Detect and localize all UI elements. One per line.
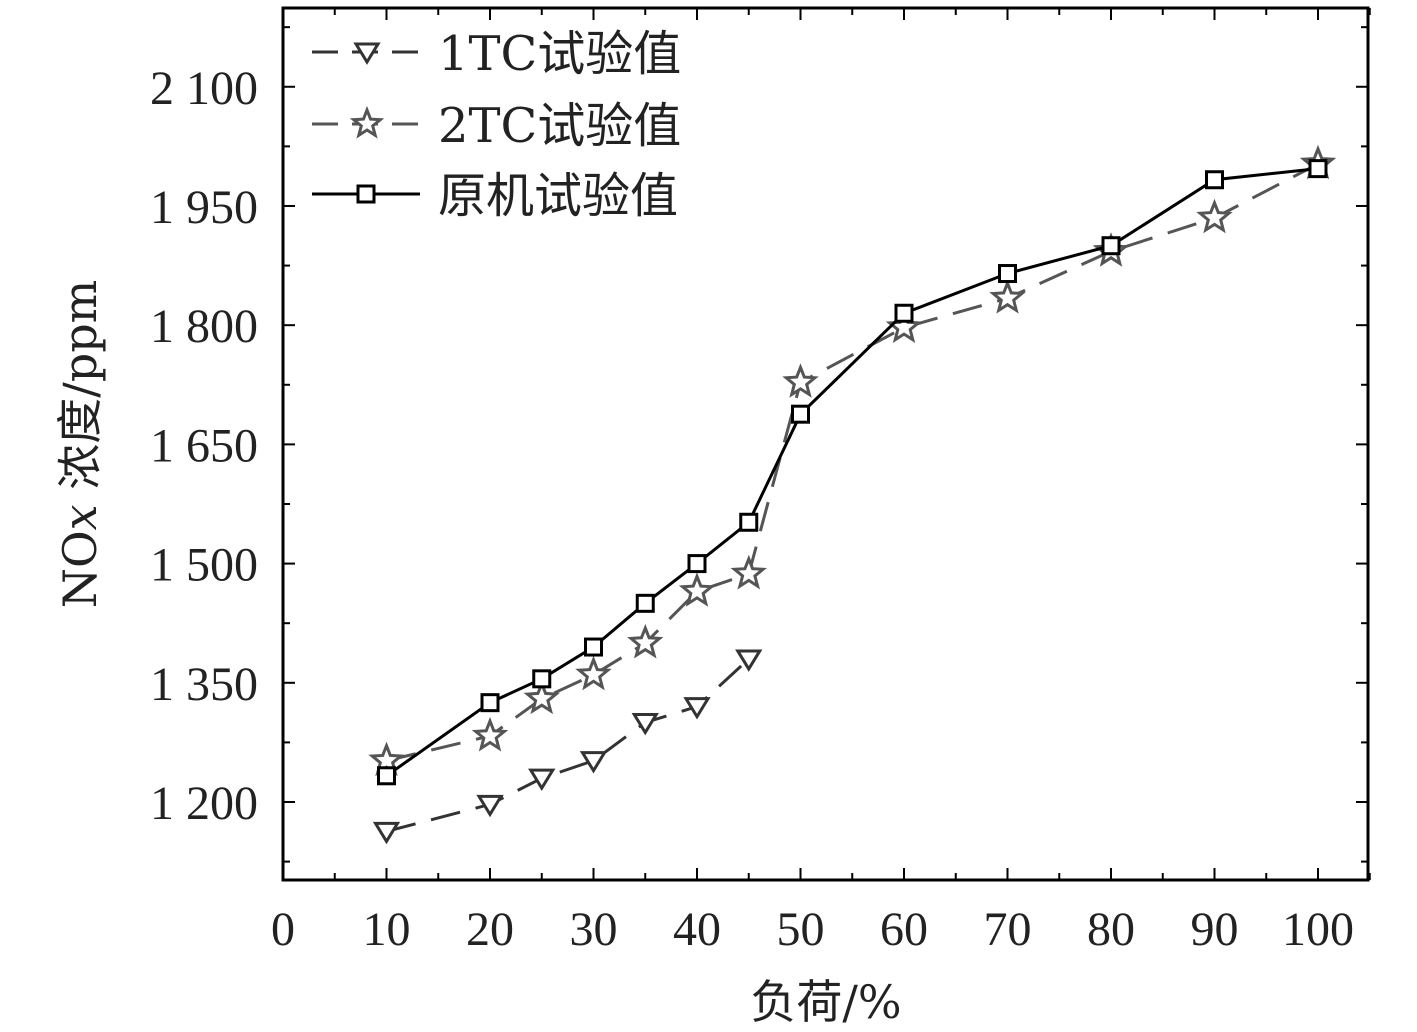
x-tick-label: 40 [673, 903, 721, 956]
series-star [368, 144, 1337, 777]
x-tick-label: 90 [1191, 903, 1239, 956]
y-tick-label: 2 100 [150, 62, 258, 115]
series-line [385, 167, 1319, 778]
y-tick-label: 1 650 [150, 419, 258, 472]
series-line [386, 657, 750, 833]
y-tick-label: 1 950 [150, 181, 258, 234]
data-point-star [730, 554, 767, 590]
legend-original-label: 原机试验值 [438, 168, 678, 224]
x-tick-label: 60 [880, 903, 928, 956]
y-tick-labels: 1 200 1 350 1 500 1 650 1 800 1 950 2 100 [150, 62, 258, 830]
x-tick-label: 10 [363, 903, 411, 956]
x-tick-label: 20 [466, 903, 514, 956]
data-point-triangle [372, 821, 401, 845]
data-point-square [998, 264, 1017, 284]
legend-item-original: 原机试验值 [312, 168, 678, 224]
legend: 1TC试验值 2TC试验值 原机试验值 [312, 26, 681, 224]
data-point-triangle [476, 794, 504, 818]
x-tick-label: 70 [984, 903, 1032, 956]
data-point-square [1205, 170, 1224, 190]
data-point-star [1196, 198, 1233, 234]
data-point-triangle [528, 768, 556, 792]
data-point-star [575, 655, 612, 691]
data-point-square [480, 693, 500, 713]
y-axis-title: NOx 浓度/ppm [53, 280, 107, 609]
data-point-triangle [735, 649, 763, 672]
series-square [377, 159, 1328, 786]
series-line [386, 162, 1319, 763]
data-point-triangle [683, 697, 711, 720]
data-point-square [584, 637, 603, 657]
data-point-star [523, 679, 560, 715]
data-point-star [782, 363, 819, 398]
data-point-square [377, 766, 396, 786]
x-tick-label: 50 [777, 903, 825, 956]
data-point-square [739, 512, 759, 532]
data-point-star [678, 572, 716, 607]
legend-1tc-label: 1TC试验值 [438, 26, 681, 82]
series-layer [368, 144, 1337, 845]
data-point-square [894, 303, 914, 323]
x-axis-title: 负荷/% [750, 975, 901, 1029]
legend-original-square-icon [356, 184, 376, 204]
data-point-star [471, 716, 509, 752]
x-tick-label: 80 [1087, 903, 1135, 956]
data-point-square [1101, 236, 1121, 256]
y-tick-label: 1 500 [150, 539, 258, 592]
axis-ticks [283, 8, 1371, 880]
y-tick-label: 1 200 [150, 777, 258, 830]
data-point-triangle [631, 713, 659, 736]
data-point-triangle [579, 751, 608, 774]
legend-2tc-star-icon [349, 105, 385, 139]
y-tick-label: 1 800 [150, 300, 258, 353]
series-triangle-down [372, 649, 763, 845]
x-tick-label: 0 [271, 903, 295, 956]
legend-item-2tc: 2TC试验值 [312, 98, 681, 154]
data-point-square [635, 593, 655, 613]
x-tick-label: 30 [570, 903, 618, 956]
data-point-square [1308, 159, 1328, 179]
x-tick-labels: 0 10 20 30 40 50 60 70 80 90 100 [271, 903, 1354, 956]
legend-item-1tc: 1TC试验值 [312, 26, 681, 82]
legend-2tc-label: 2TC试验值 [438, 98, 681, 154]
data-point-star [627, 624, 664, 659]
legend-1tc-triangle-icon [353, 42, 381, 65]
data-point-star [989, 279, 1026, 314]
data-point-square [532, 669, 552, 689]
x-tick-label: 100 [1282, 903, 1354, 956]
y-tick-label: 1 350 [150, 658, 258, 711]
data-point-square [687, 554, 707, 574]
data-point-square [791, 404, 810, 424]
